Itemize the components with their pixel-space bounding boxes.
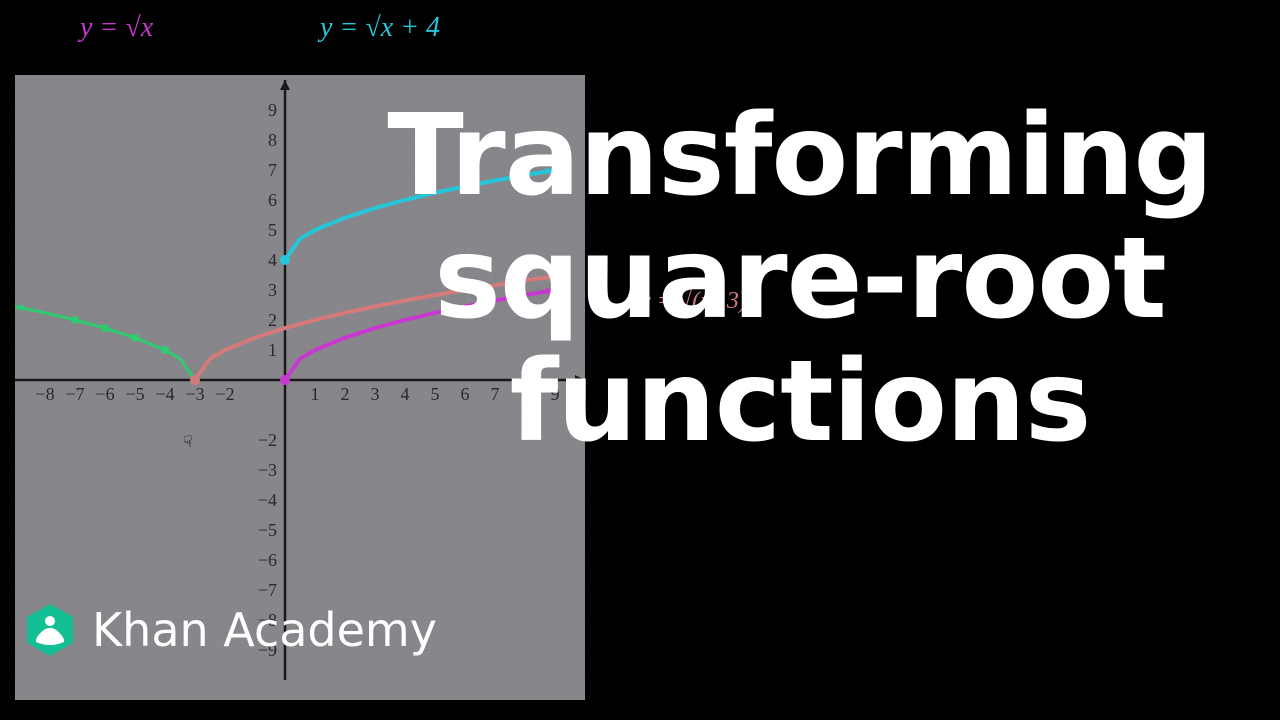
khan-logo-icon bbox=[22, 602, 78, 658]
svg-text:5: 5 bbox=[268, 220, 277, 240]
svg-text:−3: −3 bbox=[185, 384, 204, 404]
svg-text:4: 4 bbox=[268, 250, 277, 270]
svg-text:−2: −2 bbox=[258, 430, 277, 450]
svg-text:9: 9 bbox=[268, 100, 277, 120]
svg-text:1: 1 bbox=[311, 384, 320, 404]
svg-text:−5: −5 bbox=[258, 520, 277, 540]
svg-text:1: 1 bbox=[268, 340, 277, 360]
svg-text:3: 3 bbox=[268, 280, 277, 300]
svg-text:−7: −7 bbox=[258, 580, 277, 600]
cursor-icon: ☟ bbox=[183, 432, 193, 451]
svg-text:−7: −7 bbox=[65, 384, 84, 404]
video-title: Transforming square-root functions bbox=[320, 95, 1280, 465]
svg-text:8: 8 bbox=[268, 130, 277, 150]
svg-text:−3: −3 bbox=[258, 460, 277, 480]
svg-text:−6: −6 bbox=[258, 550, 277, 570]
brand-name: Khan Academy bbox=[92, 603, 437, 657]
eq2-text: y = √x + 4 bbox=[320, 12, 440, 43]
svg-text:−4: −4 bbox=[155, 384, 174, 404]
svg-text:2: 2 bbox=[268, 310, 277, 330]
equation-1: y = √x bbox=[80, 12, 153, 44]
svg-text:−2: −2 bbox=[215, 384, 234, 404]
eq1-text: y = √x bbox=[80, 12, 153, 43]
svg-text:−6: −6 bbox=[95, 384, 114, 404]
svg-text:−8: −8 bbox=[35, 384, 54, 404]
equation-2: y = √x + 4 bbox=[320, 12, 440, 44]
svg-text:7: 7 bbox=[268, 160, 277, 180]
svg-text:6: 6 bbox=[268, 190, 277, 210]
brand-row: Khan Academy bbox=[22, 602, 437, 658]
svg-text:−5: −5 bbox=[125, 384, 144, 404]
svg-text:−4: −4 bbox=[258, 490, 277, 510]
